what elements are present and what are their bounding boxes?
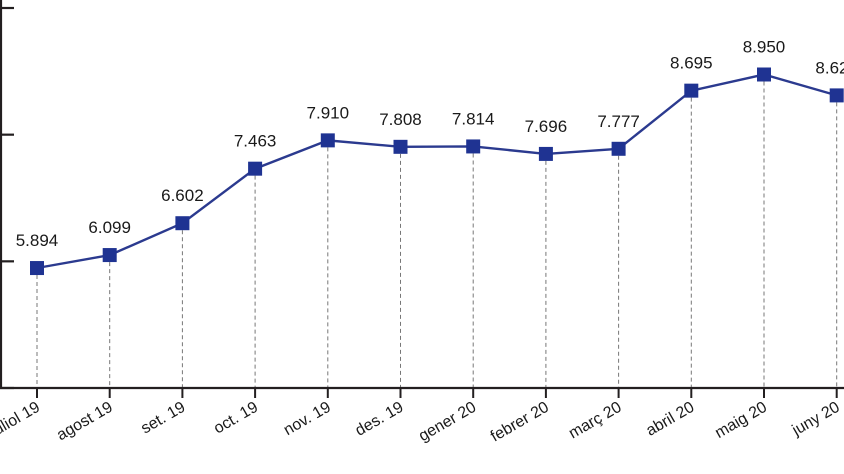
- data-point-marker: [248, 161, 263, 176]
- x-tick-label: des. 19: [353, 399, 407, 440]
- series-polyline: [36, 73, 838, 270]
- x-tick-label: febrer 20: [488, 399, 552, 446]
- x-tick-label: agost 19: [54, 399, 116, 444]
- data-point-marker: [30, 261, 44, 276]
- data-label: 7.696: [525, 117, 568, 136]
- data-point-marker: [393, 139, 408, 154]
- data-point-marker: [611, 141, 626, 156]
- data-label: 7.463: [234, 132, 277, 151]
- data-point-marker: [466, 139, 481, 154]
- x-tick-label: juliol 19: [0, 399, 43, 441]
- data-label: 7.808: [379, 110, 422, 129]
- data-label: 8.695: [670, 54, 713, 73]
- x-tick-label: maig 20: [712, 399, 770, 442]
- x-tick-label: juny 20: [789, 399, 843, 440]
- x-tick-label: nov. 19: [281, 399, 334, 439]
- data-markers: [30, 67, 844, 276]
- x-tick-label: març 20: [566, 399, 625, 443]
- data-label: 7.910: [307, 103, 350, 122]
- data-labels: 5.894 6.099 6.602 7.463 7.910 7.808 7.814 7.696…: [16, 38, 844, 251]
- data-label: 7.777: [597, 112, 640, 131]
- data-label: 8.950: [743, 38, 786, 57]
- data-point-marker: [829, 88, 844, 103]
- data-label: 6.099: [88, 218, 131, 237]
- data-point-marker: [175, 216, 190, 231]
- series-line: [36, 73, 838, 270]
- axes: [0, 0, 844, 398]
- data-point-marker: [102, 248, 117, 263]
- data-point-marker: [538, 146, 553, 161]
- data-label: 8.620: [815, 58, 844, 77]
- data-label: 5.894: [16, 231, 59, 250]
- x-tick-label: oct. 19: [211, 399, 261, 438]
- x-tick-labels: juliol 19 agost 19 set. 19 oct. 19 nov. 19 de…: [0, 399, 843, 446]
- x-tick-label: gener 20: [416, 399, 479, 445]
- drop-lines: [36, 74, 838, 388]
- data-point-marker: [757, 67, 771, 82]
- data-label: 7.814: [452, 109, 495, 128]
- x-tick-label: abril 20: [643, 399, 697, 440]
- x-tick-label: set. 19: [138, 399, 188, 438]
- data-point-marker: [684, 83, 699, 98]
- data-point-marker: [320, 133, 335, 148]
- data-label: 6.602: [161, 186, 204, 205]
